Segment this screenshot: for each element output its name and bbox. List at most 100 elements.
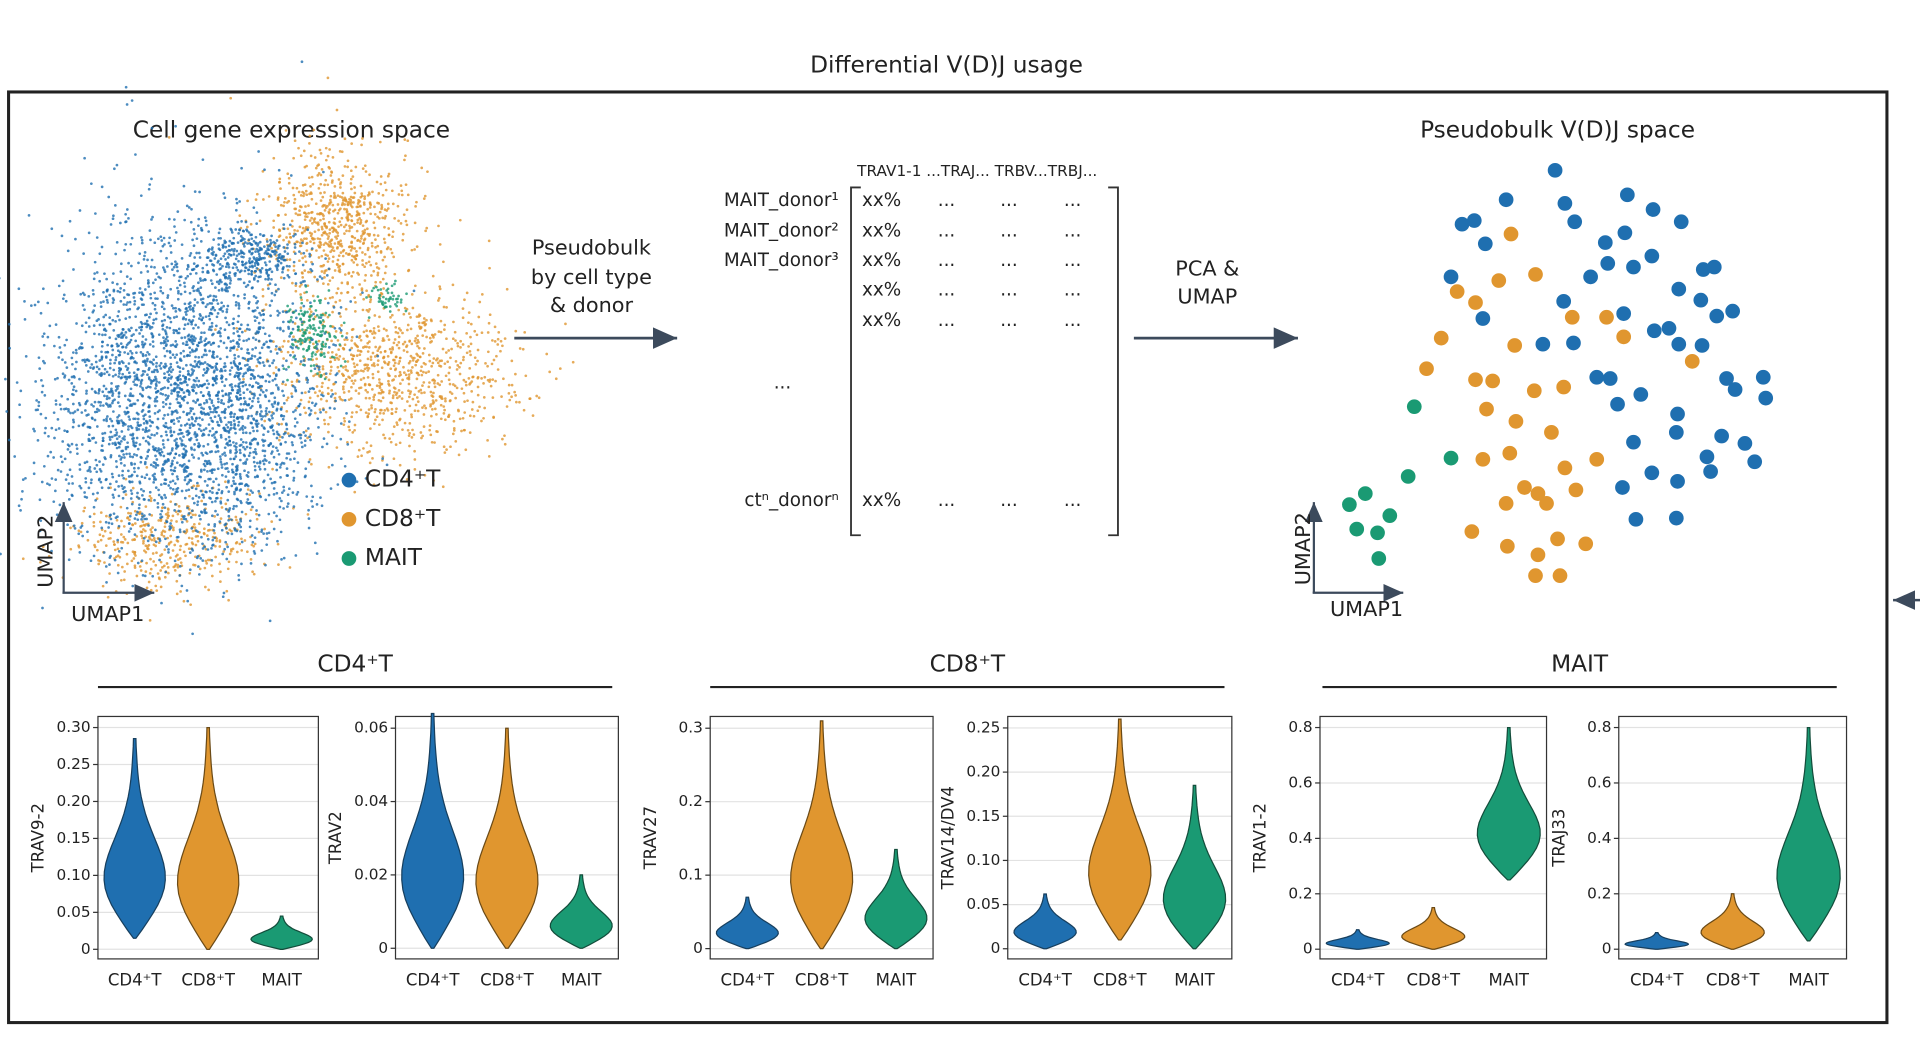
cell-dot <box>156 502 160 505</box>
cell-dot <box>416 400 420 403</box>
cell-dot <box>106 595 110 599</box>
cell-dot <box>104 520 108 524</box>
cell-dot <box>219 327 222 330</box>
cell-dot <box>333 242 337 245</box>
cell-dot <box>548 370 552 374</box>
cell-dot <box>50 477 54 480</box>
cell-dot <box>129 338 133 342</box>
cell-dot <box>257 252 261 256</box>
cell-dot <box>423 291 427 295</box>
cell-dot <box>377 325 380 328</box>
cell-dot <box>129 512 133 515</box>
cell-dot <box>108 362 112 365</box>
cell-dot <box>235 504 238 508</box>
cell-dot <box>254 338 258 342</box>
cell-dot <box>326 301 330 305</box>
cell-dot <box>116 571 120 575</box>
cell-dot <box>241 260 244 264</box>
cell-dot <box>93 410 97 414</box>
cell-dot <box>229 340 233 343</box>
cell-dot <box>263 527 266 531</box>
cell-dot <box>366 357 370 361</box>
cell-dot <box>388 391 391 395</box>
cell-dot <box>226 441 229 445</box>
cell-dot <box>116 554 120 558</box>
cell-dot <box>311 294 315 298</box>
cell-dot <box>515 400 518 404</box>
cell-dot <box>421 434 425 438</box>
cell-dot <box>188 494 191 498</box>
cell-dot <box>116 344 119 348</box>
cell-dot <box>496 368 500 371</box>
cell-dot <box>52 456 55 459</box>
cell-dot <box>409 369 413 372</box>
cell-dot <box>134 339 138 343</box>
cell-dot <box>268 461 271 464</box>
cell-dot <box>237 259 240 263</box>
cell-dot <box>425 335 428 339</box>
cell-dot <box>151 526 154 529</box>
cell-dot <box>93 467 97 470</box>
cell-dot <box>467 377 471 380</box>
cell-dot <box>320 254 324 258</box>
cell-dot <box>444 418 447 422</box>
cell-dot <box>178 404 182 408</box>
cell-dot <box>325 442 329 446</box>
cell-dot <box>66 473 69 477</box>
cell-dot <box>338 220 342 224</box>
cell-dot <box>115 437 119 441</box>
cell-dot <box>210 486 214 490</box>
cell-dot <box>215 273 219 276</box>
cell-dot <box>360 192 364 195</box>
cell-dot <box>231 547 235 551</box>
cell-dot <box>155 432 159 435</box>
cell-dot <box>252 550 256 553</box>
cell-dot <box>185 340 189 344</box>
cell-dot <box>324 158 328 162</box>
cell-dot <box>124 242 128 246</box>
cell-dot <box>231 322 235 325</box>
cell-dot <box>225 557 229 561</box>
cell-dot <box>226 304 230 308</box>
cell-dot <box>413 248 416 251</box>
cell-dot <box>117 375 120 378</box>
cell-dot <box>183 496 187 500</box>
cell-dot <box>242 445 245 449</box>
cell-dot <box>320 233 324 237</box>
cell-dot <box>322 282 325 285</box>
cell-dot <box>260 410 263 413</box>
cell-dot <box>252 396 255 400</box>
cell-dot <box>154 387 157 390</box>
cell-dot <box>147 543 151 547</box>
cell-dot <box>282 329 285 333</box>
cell-dot <box>159 569 162 572</box>
cell-dot <box>327 165 331 169</box>
cell-dot <box>359 195 363 199</box>
cell-dot <box>405 478 409 481</box>
cell-dot <box>334 392 337 395</box>
cell-dot <box>286 227 290 231</box>
cell-dot <box>237 345 240 349</box>
cell-dot <box>351 286 354 289</box>
cell-dot <box>209 259 213 263</box>
cell-dot <box>171 410 175 414</box>
cell-dot <box>131 455 135 459</box>
cell-dot <box>185 422 189 426</box>
cell-dot <box>351 270 355 274</box>
cell-dot <box>407 373 411 376</box>
cell-dot <box>365 308 369 312</box>
cell-dot <box>319 243 323 247</box>
cell-dot <box>230 228 233 232</box>
cell-dot <box>256 358 260 361</box>
cell-dot <box>409 390 413 393</box>
cell-dot <box>169 429 173 432</box>
cell-dot <box>205 223 208 227</box>
cell-dot <box>61 297 65 301</box>
cell-dot <box>321 381 324 385</box>
cell-dot <box>199 510 203 514</box>
cell-dot <box>189 363 193 367</box>
cell-dot <box>216 423 220 427</box>
cell-dot <box>363 279 367 282</box>
cell-dot <box>255 211 259 214</box>
cell-dot <box>171 487 175 491</box>
